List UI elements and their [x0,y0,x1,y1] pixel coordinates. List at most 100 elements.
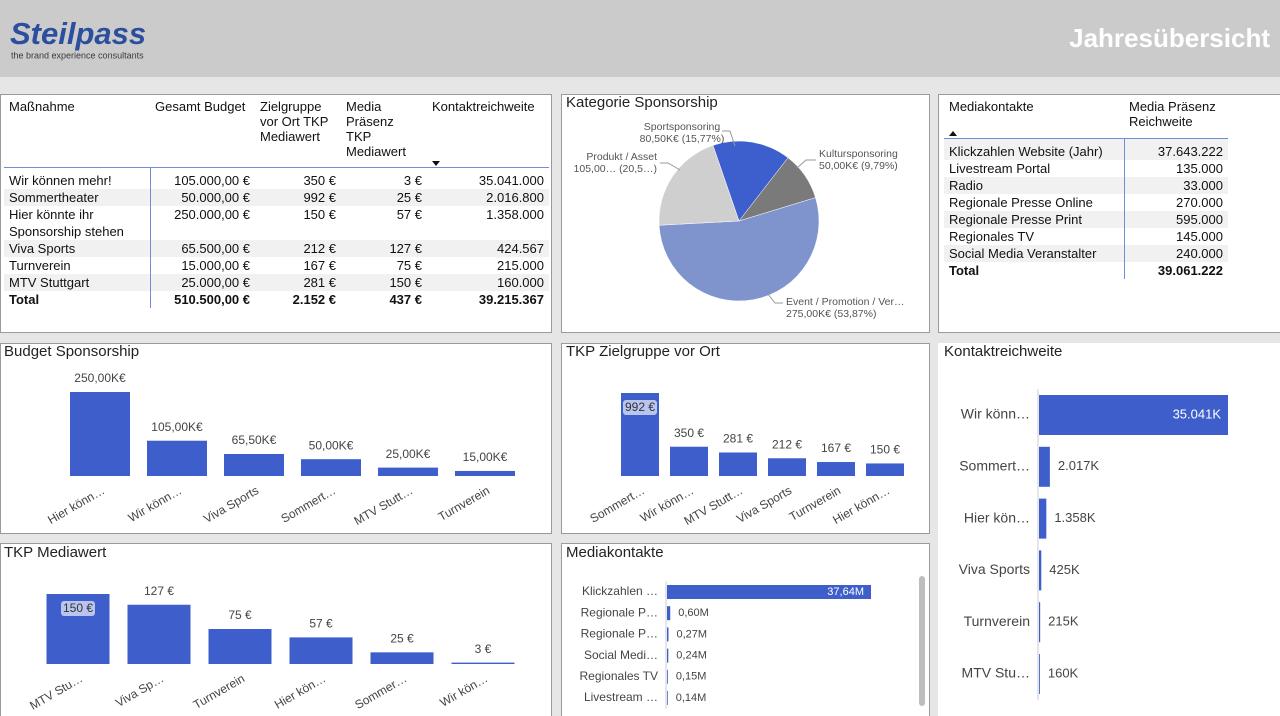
pie-slice [712,140,789,222]
y-tick-label: Livestream … [584,690,658,704]
header-row: Maßnahme Gesamt Budget Zielgruppe vor Ort … [4,97,549,168]
y-tick-label: Regionale P… [581,605,658,619]
y-tick-label: Sommert… [959,458,1030,474]
table-cell: Radio [944,177,1125,194]
bar [1039,498,1047,539]
table-cell: 65.500,00 € [150,240,255,257]
data-label: 2.017K [1058,458,1100,473]
bar [866,463,904,476]
bar [719,452,757,476]
y-tick-label: Regionale P… [581,627,658,641]
header-bar [0,0,1280,77]
total-cell: Total [944,262,1125,279]
table-cell: 160.000 [427,274,549,291]
table-cell: 25.000,00 € [150,274,255,291]
pie-slice [658,145,740,226]
table-cell: 424.567 [427,240,549,257]
table-cell: 75 € [396,258,422,273]
data-label: 105,00K€ [151,420,203,434]
table-cell: Klickzahlen Website (Jahr) [944,138,1125,160]
bar [667,669,668,684]
bar [817,462,855,476]
y-tick-label: Klickzahlen … [582,584,658,598]
table-row: Regionales TV 145.000 [944,228,1228,245]
table-cell: 992 € [255,189,341,206]
table-cell: 15.000,00 € [181,258,250,273]
column-header: Media Präsenz Reichweite [1124,97,1228,139]
y-tick-label: Turnverein [964,613,1030,629]
table-cell: Regionale Presse Print [944,211,1125,228]
table-cell: Regionales TV [944,228,1125,245]
bar [667,648,669,663]
table-cell: 2.016.800 [427,189,549,206]
table-cell: 3 € [403,173,422,188]
data-label: 350 € [674,426,704,440]
table-row: Turnverein 15.000,00 € 167 € 75 € 215.000 [4,257,549,274]
table-row: Viva Sports 65.500,00 €212 €127 €424.567 [4,240,549,257]
total-cell: 39.215.367 [427,291,549,308]
data-label-box [623,400,657,415]
table-row: Hier könnte ihr Sponsorship stehen 250.00… [4,206,549,240]
data-label: 167 € [821,441,851,455]
table-cell: 105.000,00 € [174,173,250,188]
data-label: 212 € [772,437,802,451]
data-label: 35.041K [1173,406,1222,421]
slice-label: Event / Promotion / Ver… [786,296,904,308]
column-header: Maßnahme [4,97,150,168]
slice-value-label: 275,00K€ (53,87%) [786,308,876,320]
total-cell: 437 € [341,291,427,308]
scrollbar[interactable] [919,576,925,706]
table-cell: 150 € [303,207,336,222]
bar [667,691,668,705]
total-cell: Total [4,291,151,308]
table-cell: 37.643.222 [1124,138,1228,160]
table-cell: Regionale Presse Online [944,194,1125,211]
bar [667,627,669,642]
y-tick-label: Social Medi… [584,648,658,662]
slice-label: Kultursponsoring [819,148,898,160]
chart-title: TKP Zielgruppe vor Ort [566,343,721,360]
bar [667,606,671,621]
bar [1039,446,1050,487]
data-label: 425K [1049,562,1080,577]
table-cell: Social Media Veranstalter [944,245,1125,262]
table-cell: Wir können mehr! [4,167,151,189]
data-label: 15,00K€ [463,450,508,464]
table-cell: 595.000 [1124,211,1228,228]
table-cell: MTV Stuttgart [4,274,151,291]
data-label: 281 € [723,432,753,446]
slice-label: Sportsponsoring [644,121,721,133]
bar [224,453,284,476]
table-cell: 35.041.000 [478,173,544,188]
table-row: Regionale Presse Print 595.000 [944,211,1228,228]
bar [667,585,871,599]
total-row: Total 39.061.222 [944,262,1228,279]
bar [208,629,272,664]
y-tick-label: Regionales TV [580,669,659,683]
pie-slice [658,197,820,302]
table-row: Wir können mehr! 105.000,00 € 350 € 3 € 35.0… [4,167,549,189]
column-header: Mediakontakte [944,97,1124,139]
data-label: 65,50K€ [232,433,277,447]
table-row: Livestream Portal 135.000 [944,160,1228,177]
total-row: Total 510.500,00 €2.152 €437 €39.215.367 [4,291,549,308]
tagline: the brand experience consultants [11,50,144,60]
table-cell: Sommertheater [4,189,151,206]
table-cell: Livestream Portal [944,160,1125,177]
data-label: 215K [1048,614,1079,629]
table-cell: 135.000 [1176,161,1223,176]
table-cell: 57 € [396,207,422,222]
data-label: 127 € [144,584,174,598]
table-cell: Hier könnte ihr Sponsorship stehen [4,206,151,240]
chart-title: TKP Mediawert [4,544,107,561]
table-cell: Turnverein [4,257,151,274]
logo: Steilpass [10,16,146,51]
total-cell: 39.061.222 [1124,262,1228,279]
table-cell: 215.000 [497,258,544,273]
table-cell: 212 € [255,240,341,257]
column-header: Zielgruppe vor Ort TKP Mediawert [255,97,341,168]
table-row: Klickzahlen Website (Jahr) 37.643.222 [944,138,1228,160]
y-tick-label: Wir könn… [961,406,1030,422]
panel [561,543,930,716]
